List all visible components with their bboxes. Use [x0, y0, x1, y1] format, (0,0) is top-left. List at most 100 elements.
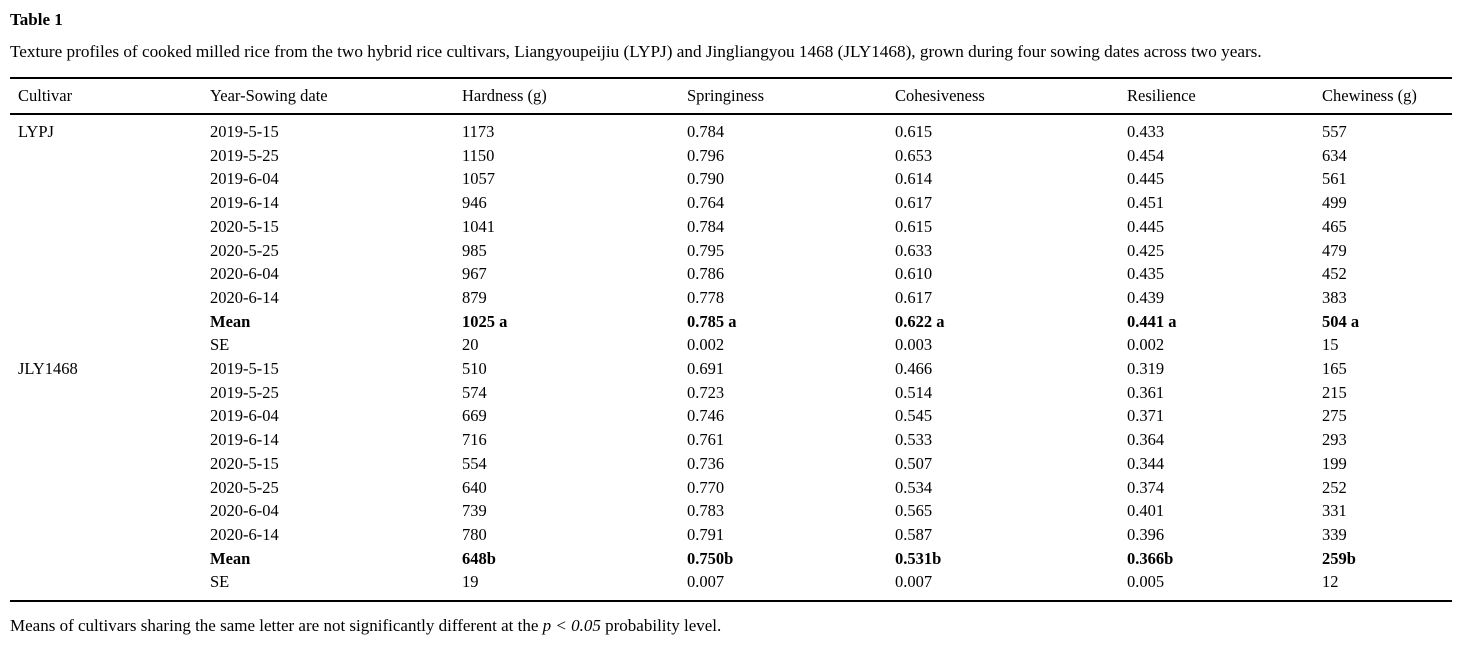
- table-cell: Mean: [210, 548, 251, 568]
- table-cell: 0.691: [687, 359, 725, 379]
- table-cell: 2020-5-25: [210, 240, 279, 260]
- table-cell: 2019-5-25: [210, 145, 279, 165]
- table-cell: 0.371: [1127, 406, 1165, 426]
- table-cell: 0.770: [687, 477, 725, 497]
- table-cell: 12: [1322, 572, 1339, 592]
- table-cell: 716: [462, 430, 487, 450]
- table-cell: 504 a: [1322, 311, 1360, 331]
- table-cell: [10, 191, 210, 215]
- table-cell: 2019-6-14: [210, 430, 279, 450]
- table-cell: 780: [462, 524, 487, 544]
- table-row: 2020-6-04 739 0.783 0.565 0.401 331: [10, 499, 1452, 523]
- table-cell: 967: [462, 264, 487, 284]
- column-header-hardness: Hardness (g): [462, 78, 687, 115]
- table-cell: [10, 499, 210, 523]
- table-cell: 0.790: [687, 169, 725, 189]
- table-cell: 0.615: [895, 122, 933, 141]
- table-cell: 0.441 a: [1127, 311, 1177, 331]
- table-cell: 0.007: [687, 572, 725, 592]
- column-header-chewiness: Chewiness (g): [1322, 78, 1452, 115]
- table-cell: LYPJ: [18, 122, 54, 141]
- table-cell: 199: [1322, 453, 1347, 473]
- footnote-text-prefix: Means of cultivars sharing the same lett…: [10, 616, 543, 636]
- table-row: Mean 1025 a 0.785 a 0.622 a 0.441 a 504 a: [10, 310, 1452, 334]
- table-cell: SE: [210, 572, 230, 592]
- table-body: LYPJ 2019-5-15 1173 0.784 0.615 0.433 557 2019-…: [10, 114, 1452, 602]
- table-cell: 0.750b: [687, 548, 734, 568]
- table-row: 2019-6-04 669 0.746 0.545 0.371 275: [10, 404, 1452, 428]
- table-cell: 0.783: [687, 501, 725, 521]
- table-cell: 19: [462, 572, 479, 592]
- table-cell: [10, 476, 210, 500]
- table-cell: [10, 381, 210, 405]
- table-footnote: Means of cultivars sharing the same lett…: [10, 615, 1452, 637]
- table-cell: 669: [462, 406, 487, 426]
- table-cell: 0.445: [1127, 216, 1165, 236]
- table-cell: [10, 310, 210, 334]
- column-header-cultivar: Cultivar: [10, 78, 210, 115]
- table-cell: SE: [210, 335, 230, 355]
- table-cell: 0.653: [895, 145, 933, 165]
- table-cell: 0.784: [687, 122, 725, 141]
- table-row: 2020-5-15 1041 0.784 0.615 0.445 465: [10, 215, 1452, 239]
- table-row: 2019-5-25 1150 0.796 0.653 0.454 634: [10, 144, 1452, 168]
- footnote-p-value: p < 0.05: [542, 616, 601, 636]
- table-row: LYPJ 2019-5-15 1173 0.784 0.615 0.433 557: [10, 114, 1452, 144]
- table-cell: 0.746: [687, 406, 725, 426]
- table-cell: 0.507: [895, 453, 933, 473]
- table-cell: [10, 404, 210, 428]
- table-cell: 2020-5-15: [210, 453, 279, 473]
- table-cell: 0.451: [1127, 193, 1165, 213]
- table-cell: 2019-6-04: [210, 169, 279, 189]
- table-row: SE 19 0.007 0.007 0.005 12: [10, 570, 1452, 601]
- table-cell: [10, 523, 210, 547]
- table-cell: 0.439: [1127, 287, 1165, 307]
- table-row: 2020-5-15 554 0.736 0.507 0.344 199: [10, 452, 1452, 476]
- table-cell: 259b: [1322, 548, 1356, 568]
- table-cell: 499: [1322, 193, 1347, 213]
- table-cell: [10, 333, 210, 357]
- table-row: 2020-5-25 640 0.770 0.534 0.374 252: [10, 476, 1452, 500]
- table-row: 2019-6-14 716 0.761 0.533 0.364 293: [10, 428, 1452, 452]
- table-cell: 0.796: [687, 145, 725, 165]
- table-cell: 557: [1322, 122, 1347, 141]
- table-cell: 383: [1322, 287, 1347, 307]
- column-header-resilience: Resilience: [1127, 78, 1322, 115]
- table-cell: 2019-5-15: [210, 359, 279, 379]
- table-row: 2020-6-04 967 0.786 0.610 0.435 452: [10, 262, 1452, 286]
- table-cell: 0.445: [1127, 169, 1165, 189]
- table-row: 2020-6-14 780 0.791 0.587 0.396 339: [10, 523, 1452, 547]
- table-cell: 634: [1322, 145, 1347, 165]
- table-cell: 0.454: [1127, 145, 1165, 165]
- table-cell: 275: [1322, 406, 1347, 426]
- table-cell: 0.319: [1127, 359, 1165, 379]
- table-cell: [10, 262, 210, 286]
- table-cell: 1057: [462, 169, 495, 189]
- table-cell: 0.364: [1127, 430, 1165, 450]
- table-cell: 0.587: [895, 524, 933, 544]
- table-cell: 0.466: [895, 359, 933, 379]
- table-cell: 0.614: [895, 169, 933, 189]
- table-cell: 0.531b: [895, 548, 942, 568]
- table-cell: 0.784: [687, 216, 725, 236]
- table-cell: 339: [1322, 524, 1347, 544]
- table-cell: 510: [462, 359, 487, 379]
- table-cell: 0.366b: [1127, 548, 1174, 568]
- table-cell: 215: [1322, 382, 1347, 402]
- table-cell: 20: [462, 335, 479, 355]
- table-cell: 0.610: [895, 264, 933, 284]
- table-cell: [10, 286, 210, 310]
- table-row: JLY1468 2019-5-15 510 0.691 0.466 0.319 165: [10, 357, 1452, 381]
- table-cell: 0.761: [687, 430, 725, 450]
- table-cell: 0.764: [687, 193, 725, 213]
- table-cell: 0.617: [895, 287, 933, 307]
- table-cell: 985: [462, 240, 487, 260]
- table-cell: 1173: [462, 122, 495, 141]
- table-cell: 0.433: [1127, 122, 1165, 141]
- table-cell: 0.615: [895, 216, 933, 236]
- table-cell: 293: [1322, 430, 1347, 450]
- table-cell: 0.005: [1127, 572, 1165, 592]
- table-cell: 0.622 a: [895, 311, 945, 331]
- table-cell: 252: [1322, 477, 1347, 497]
